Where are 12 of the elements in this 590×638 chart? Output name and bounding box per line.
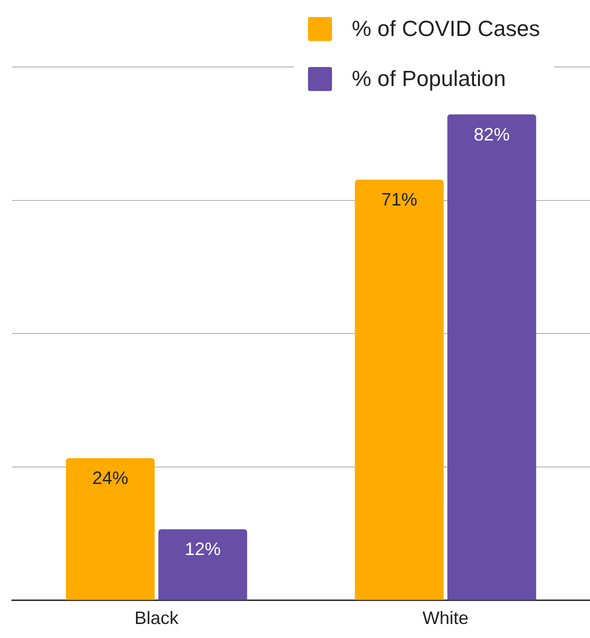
bar bbox=[354, 180, 444, 600]
data-label: 82% bbox=[474, 124, 510, 144]
bar bbox=[158, 529, 248, 600]
x-tick-label: Black bbox=[134, 608, 180, 628]
legend-label: % of COVID Cases bbox=[352, 16, 540, 42]
data-label: 24% bbox=[92, 468, 128, 488]
data-label: 71% bbox=[381, 190, 418, 210]
bar bbox=[66, 458, 155, 600]
bar bbox=[447, 114, 536, 600]
legend-label: % of Population bbox=[352, 66, 506, 92]
data-label: 12% bbox=[184, 539, 221, 560]
x-tick-label: White bbox=[422, 608, 469, 628]
